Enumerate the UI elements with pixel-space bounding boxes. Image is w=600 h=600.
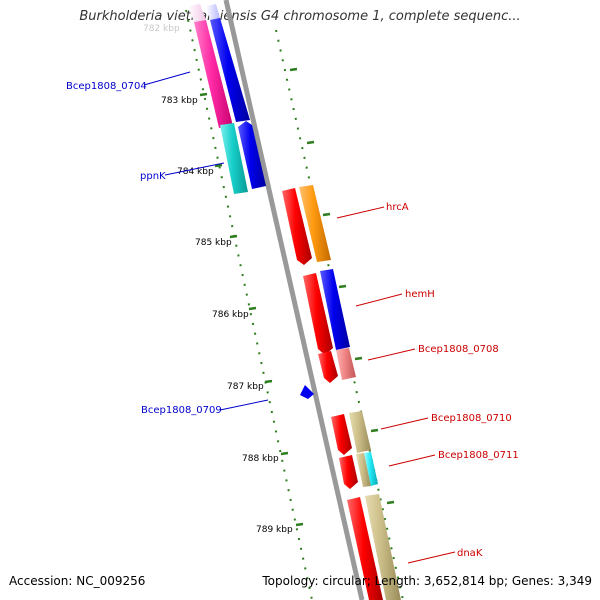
ruler-labels: 782 kbp 783 kbp 784 kbp 785 kbp 786 kbp …: [143, 24, 293, 535]
ruler-tick: [199, 92, 208, 97]
ruler-label: 783 kbp: [161, 96, 198, 106]
gene-bcep1808-0709[interactable]: [300, 385, 314, 399]
gene-label-bcep1808-0711[interactable]: Bcep1808_0711: [438, 450, 519, 461]
ruler-label: 787 kbp: [227, 382, 264, 392]
gene-label-bcep1808-0709[interactable]: Bcep1808_0709: [141, 405, 222, 416]
leader-lines: [143, 71, 456, 564]
leader-line: [164, 162, 225, 176]
leader-line: [388, 454, 436, 467]
gene-dnak[interactable]: [365, 494, 401, 600]
ruler-tick: [295, 522, 304, 527]
gene-label-dnak[interactable]: dnaK: [457, 548, 483, 559]
gene-bcep1808-0708[interactable]: [336, 348, 356, 380]
ruler-label: 788 kbp: [242, 454, 279, 464]
gene-blue-ppnk-adjacent[interactable]: [238, 121, 266, 189]
ruler-tick: [386, 500, 395, 505]
gene-bcep1808-0704[interactable]: [194, 20, 233, 128]
ruler-tick: [370, 428, 379, 433]
ruler-ticks: [199, 67, 395, 527]
gene-bcep1808-0704-faded[interactable]: [188, 4, 206, 22]
ruler-label: 789 kbp: [256, 525, 293, 535]
gene-ppnk[interactable]: [220, 123, 248, 194]
leader-line: [367, 348, 416, 361]
gene-red-0708-adjacent[interactable]: [318, 351, 338, 383]
gene-label-hemh[interactable]: hemH: [405, 289, 435, 300]
leader-line: [355, 293, 403, 307]
gene-red-hrca-adjacent[interactable]: [282, 188, 312, 265]
leader-line: [336, 206, 385, 219]
gene-bcep1808-0711-a[interactable]: [356, 453, 371, 487]
leader-line: [219, 399, 269, 411]
ruler-label: 786 kbp: [212, 310, 249, 320]
ruler-tick: [229, 234, 238, 239]
gene-label-ppnk[interactable]: ppnK: [140, 171, 166, 182]
genome-stats-text: Topology: circular; Length: 3,652,814 bp…: [262, 574, 592, 588]
inner-guide-line: [185, 9, 313, 600]
ruler-tick: [306, 140, 315, 145]
ruler-tick: [338, 284, 347, 289]
gene-red-0711-adjacent[interactable]: [339, 455, 358, 489]
gene-label-bcep1808-0710[interactable]: Bcep1808_0710: [431, 413, 512, 424]
leader-line: [143, 71, 191, 86]
ruler-label: 782 kbp: [143, 24, 180, 34]
ruler-tick: [214, 163, 223, 168]
ruler-tick: [322, 212, 331, 217]
gene-blue-top[interactable]: [210, 18, 250, 122]
map-title: Burkholderia vietnamiensis G4 chromosome…: [79, 9, 521, 24]
gene-label-bcep1808-0704[interactable]: Bcep1808_0704: [66, 81, 147, 92]
gene-label-bcep1808-0708[interactable]: Bcep1808_0708: [418, 344, 499, 355]
accession-text: Accession: NC_009256: [9, 574, 146, 588]
gene-red-0710-adjacent[interactable]: [331, 414, 352, 455]
gene-bcep1808-0711[interactable]: [364, 452, 378, 486]
ruler-tick: [264, 379, 273, 384]
gene-red-dnak-adjacent[interactable]: [347, 497, 383, 600]
ruler-tick: [289, 67, 298, 72]
gene-blue-top-faded[interactable]: [206, 4, 220, 20]
gene-hemh[interactable]: [320, 269, 350, 350]
gene-label-hrca[interactable]: hrcA: [386, 202, 409, 213]
ruler-tick: [248, 306, 257, 311]
gene-hrca[interactable]: [299, 185, 331, 262]
gene-red-hemh-adjacent[interactable]: [303, 273, 333, 355]
gene-bcep1808-0710[interactable]: [349, 411, 371, 453]
ruler-label: 785 kbp: [195, 238, 232, 248]
leader-line: [407, 551, 456, 564]
ruler-label: 784 kbp: [177, 167, 214, 177]
ruler-tick: [354, 356, 363, 361]
leader-line: [380, 417, 429, 430]
ruler-tick: [280, 451, 289, 456]
chromosome-backbone: [223, 0, 365, 600]
